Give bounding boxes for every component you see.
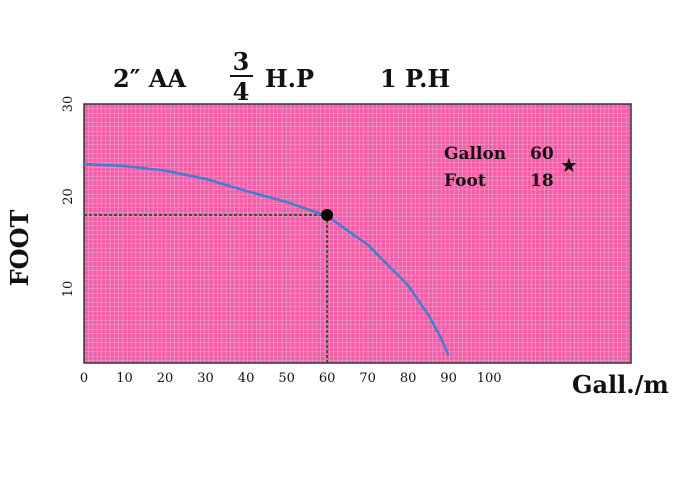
annotation-gallon-value: 60 <box>530 144 554 164</box>
y-tick-label: 10 <box>61 281 76 298</box>
title-hp-numerator: 3 <box>233 47 250 76</box>
x-tick-label: 0 <box>80 371 88 386</box>
y-tick-label: 20 <box>61 188 76 205</box>
title-model: 2″ AA <box>113 64 186 93</box>
x-tick-label: 10 <box>116 371 133 386</box>
title-hp-unit: H.P <box>265 64 314 93</box>
chart-title: 2″ AA 3 4 H.P 1 P.H <box>113 47 450 106</box>
annotation-foot-value: 18 <box>530 171 554 191</box>
x-tick-label: 70 <box>359 371 376 386</box>
annotation-foot-label: Foot <box>444 171 486 191</box>
plot-grid <box>84 104 631 363</box>
x-axis-title: Gall./m <box>572 370 669 399</box>
annotation-box: Gallon 60 Foot 18 ★ <box>444 144 578 191</box>
series-line-pump-curve <box>83 162 450 357</box>
x-tick-label: 80 <box>400 371 417 386</box>
y-tick-labels: 10 20 30 <box>61 96 76 298</box>
x-tick-label: 50 <box>278 371 295 386</box>
y-axis-title: FOOT <box>5 210 34 287</box>
x-tick-labels: 0 10 20 30 40 50 60 70 80 90 100 <box>80 371 502 386</box>
annotation-gallon-label: Gallon <box>444 144 506 164</box>
y-tick-label: 30 <box>61 96 76 113</box>
x-tick-label: 20 <box>157 371 174 386</box>
x-tick-label: 60 <box>319 371 336 386</box>
title-phase: 1 P.H <box>380 64 450 93</box>
x-tick-label: 90 <box>440 371 457 386</box>
operating-point-marker <box>321 209 334 221</box>
x-tick-label: 100 <box>477 371 502 386</box>
plot-border <box>83 103 632 364</box>
x-tick-label: 40 <box>238 371 255 386</box>
star-icon: ★ <box>560 153 578 177</box>
x-tick-label: 30 <box>197 371 214 386</box>
title-hp-denominator: 4 <box>233 77 250 106</box>
